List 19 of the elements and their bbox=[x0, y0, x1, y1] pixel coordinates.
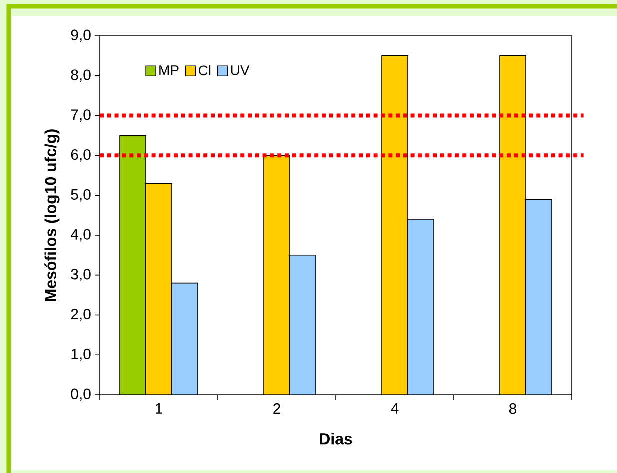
x-tick-label: 1 bbox=[156, 404, 162, 414]
y-axis-title: Mesófilos (log10 ufc/g) bbox=[44, 130, 60, 302]
legend-label: Cl bbox=[198, 65, 211, 76]
y-tick-label: 1,0 bbox=[72, 348, 91, 362]
legend-label: UV bbox=[231, 66, 250, 76]
y-tick-label: 3,0 bbox=[71, 269, 91, 282]
y-tick-label: 4,0 bbox=[70, 229, 91, 242]
y-tick-label: 7,0 bbox=[71, 110, 91, 122]
y-tick-label: 0,0 bbox=[71, 388, 91, 402]
x-tick-label: 2 bbox=[274, 404, 280, 414]
y-tick-label: 2,0 bbox=[71, 309, 91, 322]
x-axis-title: Dias bbox=[320, 433, 352, 445]
legend-label: MP bbox=[160, 66, 179, 76]
y-tick-label: 5,0 bbox=[71, 189, 91, 202]
y-tick-label: 8,0 bbox=[71, 70, 91, 82]
y-tick-label: 9,0 bbox=[71, 30, 91, 42]
x-tick-label: 4 bbox=[391, 404, 399, 414]
y-tick-label: 6,0 bbox=[71, 149, 91, 162]
x-tick-label: 8 bbox=[509, 404, 517, 414]
